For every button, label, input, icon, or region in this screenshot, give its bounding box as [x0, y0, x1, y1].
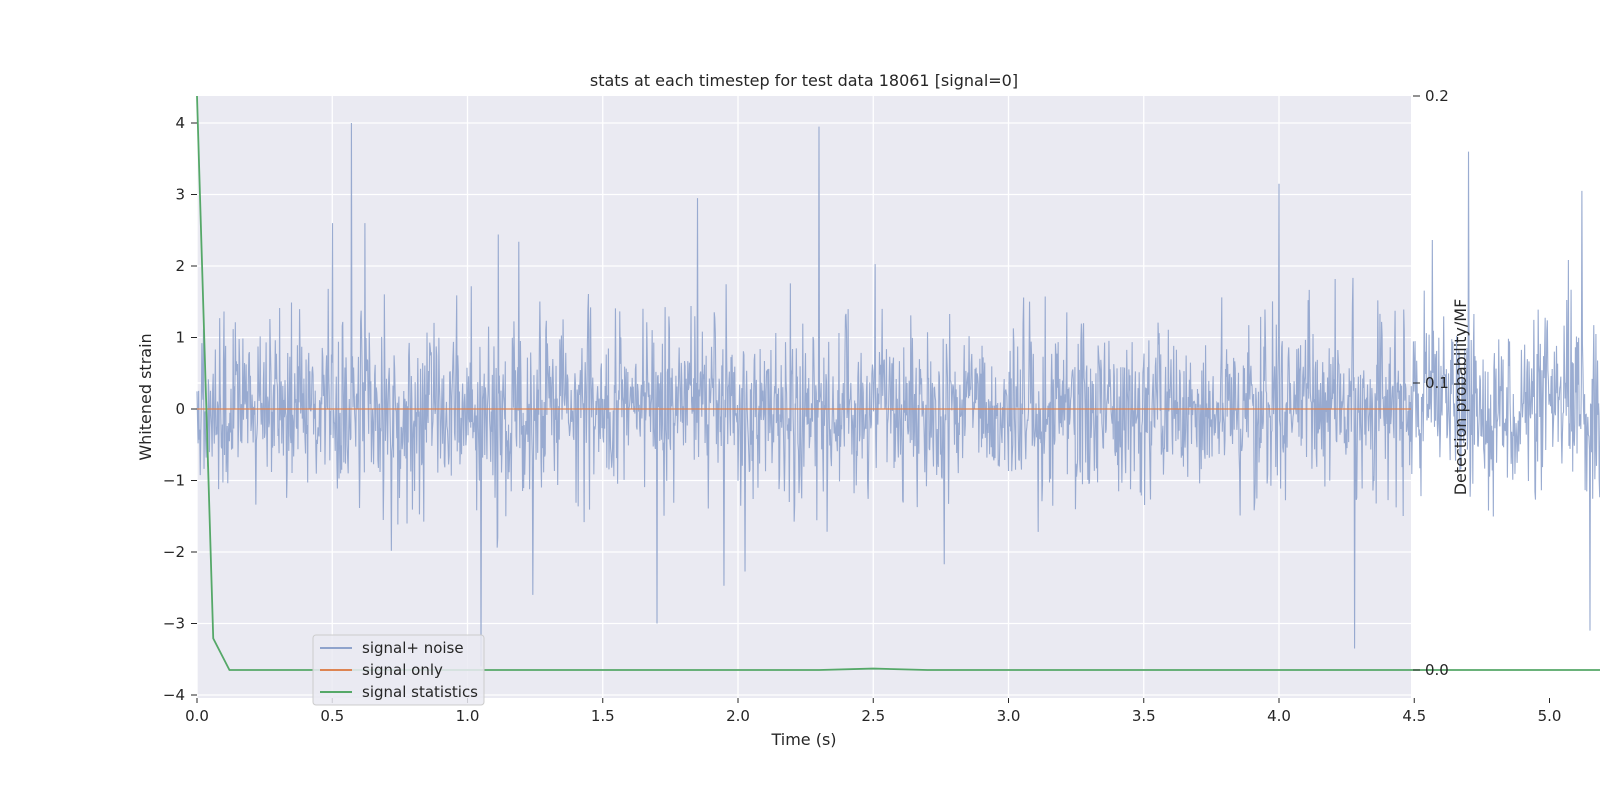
- y-axis-ticks: 4 3 2 1 0 −1 −2 −3 −4: [163, 114, 197, 704]
- y-tick-label: 0: [175, 400, 185, 418]
- series-signal-noise: [196, 122, 1600, 667]
- x-tick-label: 1.5: [591, 707, 615, 725]
- x-axis-label: Time (s): [770, 730, 836, 749]
- y-tick-label: 3: [175, 186, 185, 204]
- x-tick-label: 4.5: [1402, 707, 1426, 725]
- y2-tick-label: 0.1: [1425, 374, 1449, 392]
- x-tick-label: 3.0: [997, 707, 1021, 725]
- y-tick-label: −2: [163, 543, 185, 561]
- y-tick-label: −3: [163, 615, 185, 633]
- y-tick-label: 2: [175, 257, 185, 275]
- y2-axis-label: Detection probability/MF: [1451, 299, 1470, 496]
- legend-label-signal-only: signal only: [362, 661, 443, 679]
- noise-line: [196, 122, 1600, 667]
- x-tick-label: 1.0: [456, 707, 480, 725]
- x-tick-label: 2.5: [861, 707, 885, 725]
- x-tick-label: 3.5: [1132, 707, 1156, 725]
- x-tick-label: 4.0: [1267, 707, 1291, 725]
- series-signal-statistics: [196, 95, 1600, 671]
- legend-box: [312, 634, 485, 706]
- x-tick-label: 5.0: [1538, 707, 1562, 725]
- y-axis-label: Whitened strain: [136, 333, 155, 460]
- legend: signal+ noise signal only signal statist…: [312, 634, 485, 706]
- x-tick-label: 0.5: [320, 707, 344, 725]
- legend-label-signal-noise: signal+ noise: [362, 639, 464, 657]
- y-tick-label: 4: [175, 114, 185, 132]
- y2-axis-ticks: 0.2 0.1 0.0: [1413, 87, 1449, 679]
- x-axis-ticks: 0.00.51.01.52.02.53.03.54.04.55.05.56.06…: [185, 698, 1562, 725]
- y-tick-label: −1: [163, 472, 185, 490]
- y-tick-label: 1: [175, 329, 185, 347]
- y2-tick-label: 0.2: [1425, 87, 1449, 105]
- y2-tick-label: 0.0: [1425, 661, 1449, 679]
- signal-statistics-line: [196, 95, 1600, 671]
- legend-label-signal-statistics: signal statistics: [362, 683, 478, 701]
- y-tick-label: −4: [163, 686, 185, 704]
- x-tick-label: 0.0: [185, 707, 209, 725]
- x-tick-label: 2.0: [726, 707, 750, 725]
- chart-title: stats at each timestep for test data 180…: [590, 71, 1018, 90]
